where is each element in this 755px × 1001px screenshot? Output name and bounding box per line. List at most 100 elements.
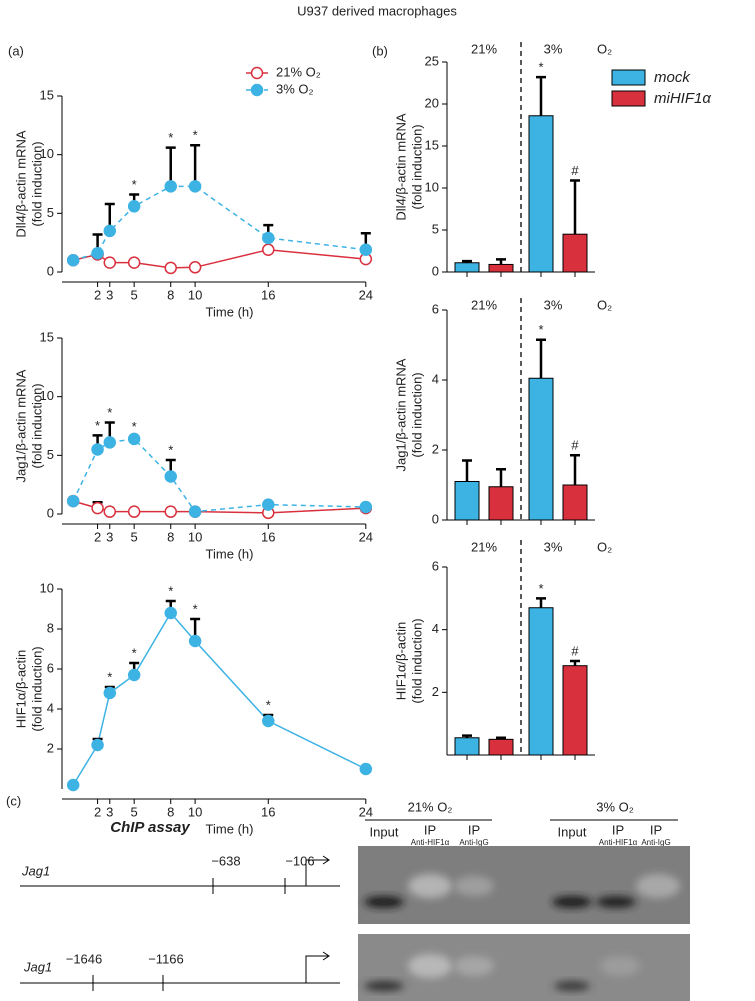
y-axis-label: (fold induction) [409, 124, 424, 209]
legend-swatch [611, 90, 646, 107]
group-label: 3% [544, 41, 563, 56]
data-point [262, 243, 275, 256]
legend-marker [250, 83, 264, 97]
bar [528, 607, 554, 756]
significance: * [132, 177, 137, 192]
significance: * [132, 419, 137, 434]
data-point [91, 501, 104, 515]
error-bar [165, 146, 176, 187]
site-label: −106 [285, 853, 314, 868]
x-tick-label: 2 [94, 804, 101, 819]
group-unit: O₂ [597, 539, 612, 554]
significance: * [168, 583, 173, 598]
series-line [72, 185, 366, 261]
significance: # [571, 163, 579, 178]
significance: * [107, 669, 112, 684]
y-tick-label: 15 [40, 87, 54, 102]
x-axis-label: Time (h) [206, 821, 254, 836]
y-tick-label: 0 [47, 505, 54, 520]
data-point [103, 436, 117, 449]
y-axis-label: Jag1/β-actin mRNA [393, 358, 408, 471]
series-line [72, 438, 366, 513]
y-tick-label: 6 [432, 558, 439, 573]
error-bar [496, 258, 506, 265]
legend-label: mock [654, 69, 691, 86]
legend-swatch [611, 69, 646, 86]
x-tick-label: 8 [167, 804, 174, 819]
y-tick-label: 4 [432, 621, 439, 636]
data-point [262, 498, 275, 511]
x-tick-label: 8 [167, 287, 174, 302]
series-line [72, 500, 366, 514]
data-point [164, 261, 177, 275]
panel-label: (c) [6, 793, 21, 808]
y-tick-label: 10 [425, 179, 439, 194]
bar [488, 738, 514, 756]
legend-label: miHIF1α [654, 90, 711, 107]
significance: * [193, 128, 198, 143]
x-axis-label: Time (h) [206, 546, 254, 561]
data-point [188, 505, 202, 518]
data-point [164, 606, 177, 620]
data-point [66, 778, 80, 792]
y-axis-label: (fold induction) [409, 372, 424, 457]
x-tick-label: 5 [131, 529, 138, 544]
x-tick-label: 5 [131, 287, 138, 302]
bar [454, 737, 480, 756]
x-tick-label: 16 [261, 287, 275, 302]
y-tick-label: 4 [47, 700, 54, 715]
y-tick-label: 0 [432, 263, 439, 278]
significance: # [571, 643, 579, 658]
y-tick-label: 0 [47, 263, 54, 278]
data-point [188, 634, 202, 648]
significance: * [266, 697, 271, 712]
y-tick-label: 10 [40, 580, 54, 595]
y-tick-label: 5 [47, 205, 54, 220]
data-point [359, 500, 373, 514]
group-label: 3% [544, 539, 563, 554]
x-tick-label: 10 [188, 529, 202, 544]
lane-target: Anti-HIF1α [599, 838, 638, 847]
error-bar [536, 597, 546, 608]
site-label: −638 [211, 853, 240, 868]
significance: # [571, 438, 579, 453]
significance: * [168, 130, 173, 145]
y-axis-label: (fold induction) [29, 646, 44, 731]
error-bar [496, 468, 506, 487]
legend-marker [250, 66, 264, 80]
construct-diagram [20, 855, 340, 991]
bar [488, 486, 514, 521]
data-point [359, 243, 373, 256]
significance: * [538, 322, 543, 337]
data-point [188, 261, 202, 274]
condition-label: 3% O₂ [596, 799, 634, 814]
y-tick-label: 10 [40, 388, 54, 403]
bar [528, 377, 554, 521]
lane-label: Input [558, 824, 587, 839]
y-axis-label: Dll4/β-actin mRNA [393, 113, 408, 220]
error-bar [570, 659, 580, 666]
group-label: 3% [544, 297, 563, 312]
error-bar [536, 338, 546, 379]
gel-image [358, 846, 690, 924]
y-tick-label: 10 [40, 146, 54, 161]
lane-label: IP [468, 822, 480, 837]
y-tick-label: 0 [432, 511, 439, 526]
data-point [262, 714, 275, 728]
data-point [359, 762, 373, 776]
x-tick-label: 24 [359, 804, 373, 819]
gene-label: Jag1 [23, 959, 52, 974]
x-tick-label: 3 [106, 287, 113, 302]
y-tick-label: 2 [47, 740, 54, 755]
figure-title: U937 derived macrophages [297, 3, 457, 18]
data-point [66, 254, 80, 267]
bar [454, 481, 480, 521]
condition-label: 21% O₂ [408, 799, 453, 814]
lane-label: IP [650, 822, 662, 837]
x-tick-label: 24 [359, 287, 373, 302]
legend-label: 21% O₂ [276, 64, 321, 79]
data-point [127, 432, 141, 446]
y-tick-label: 25 [425, 53, 439, 68]
data-point [91, 443, 104, 456]
